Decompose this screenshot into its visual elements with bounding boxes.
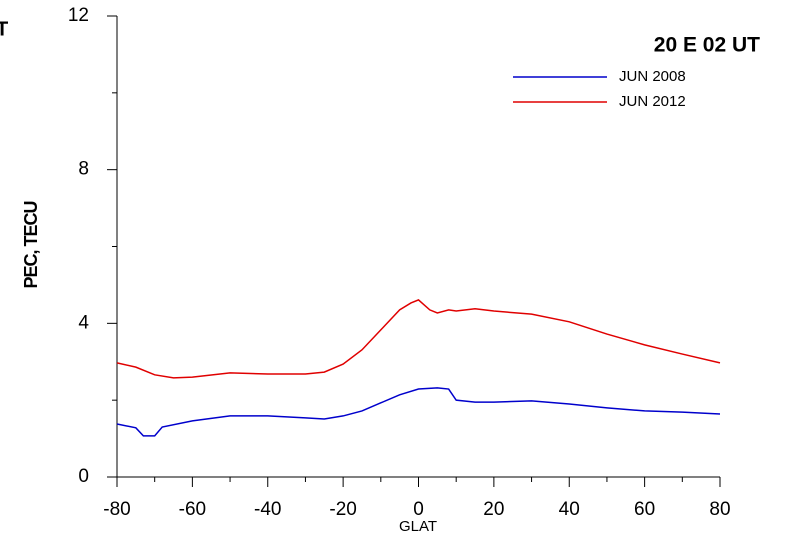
x-tick-label: -60 xyxy=(179,499,206,520)
x-axis-label: GLAT xyxy=(399,518,437,535)
x-tick-label: 20 xyxy=(483,499,504,520)
legend-label: JUN 2008 xyxy=(619,68,686,85)
cropped-label: T xyxy=(0,18,8,40)
y-tick-label: 0 xyxy=(78,466,89,487)
y-tick-label: 4 xyxy=(78,312,89,333)
x-tick-label: 80 xyxy=(709,499,730,520)
chart-title: 20 E 02 UT xyxy=(654,34,760,57)
x-tick-label: 40 xyxy=(559,499,580,520)
y-tick-label: 12 xyxy=(68,5,89,26)
x-tick-label: -20 xyxy=(329,499,356,520)
x-tick-label: 0 xyxy=(413,499,424,520)
x-tick-label: -80 xyxy=(103,499,130,520)
legend-label: JUN 2012 xyxy=(619,93,686,110)
x-tick-label: -40 xyxy=(254,499,281,520)
line-series xyxy=(116,299,721,379)
x-tick-label: 60 xyxy=(634,499,655,520)
line-series xyxy=(116,387,721,437)
y-tick-label: 8 xyxy=(78,159,89,180)
y-axis-label: PEC, TECU xyxy=(21,201,41,288)
